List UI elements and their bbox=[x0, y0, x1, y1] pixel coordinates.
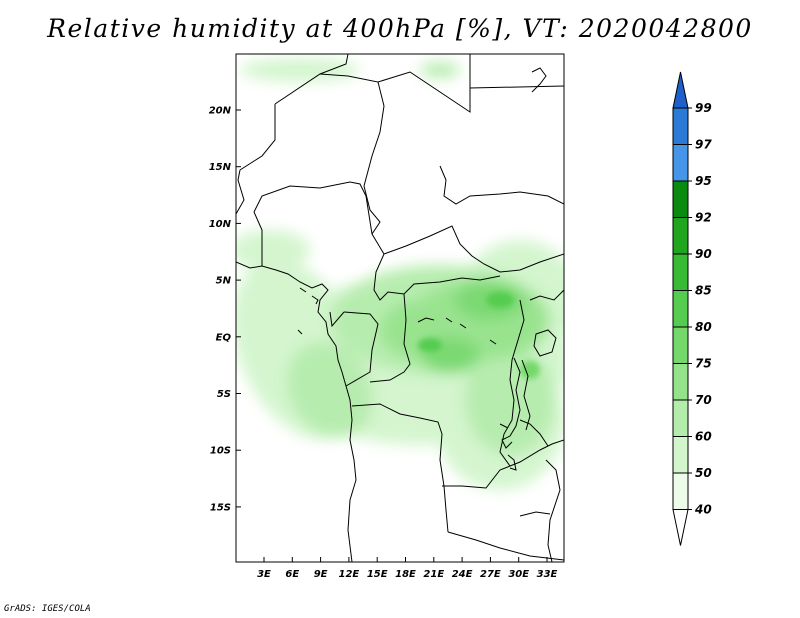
colorbar-swatch bbox=[672, 472, 689, 510]
colorbar-label: 97 bbox=[695, 138, 712, 152]
colorbar-swatch bbox=[672, 399, 689, 437]
lon-tick-label: 21E bbox=[423, 569, 444, 580]
map-borders bbox=[236, 54, 564, 562]
lon-tick-label: 27E bbox=[480, 569, 501, 580]
lat-tick-label: 5N bbox=[216, 276, 232, 287]
colorbar-label: 92 bbox=[695, 211, 712, 225]
lon-tick-label: 9E bbox=[314, 569, 328, 580]
latitude-axis: 20N 15N 10N 5N EQ 5S 10S 15S bbox=[209, 106, 241, 513]
longitude-axis: 3E 6E 9E 12E 15E 18E 21E 24E 27E 30E 33E bbox=[257, 557, 558, 580]
map-frame bbox=[235, 53, 565, 563]
lon-tick-label: 33E bbox=[537, 569, 558, 580]
colorbar-swatch bbox=[672, 326, 689, 364]
lat-tick-label: 10S bbox=[210, 446, 231, 457]
colorbar-swatch bbox=[672, 363, 689, 401]
lon-tick-label: 15E bbox=[367, 569, 388, 580]
lat-tick-label: EQ bbox=[216, 332, 232, 343]
colorbar-label: 99 bbox=[695, 101, 712, 115]
lat-tick-label: 15S bbox=[210, 502, 231, 513]
colorbar-swatch bbox=[672, 107, 689, 145]
lon-tick-label: 24E bbox=[452, 569, 473, 580]
colorbar-label: 80 bbox=[695, 320, 712, 334]
lat-tick-label: 5S bbox=[217, 389, 231, 400]
colorbar-label: 70 bbox=[695, 393, 712, 407]
colorbar-bottom-arrow bbox=[672, 509, 689, 546]
colorbar-label: 85 bbox=[695, 284, 712, 298]
colorbar-swatch bbox=[672, 217, 689, 255]
colorbar-swatch bbox=[672, 436, 689, 474]
grads-credit: GrADS: IGES/COLA bbox=[4, 604, 91, 614]
lon-tick-label: 3E bbox=[257, 569, 271, 580]
colorbar-label: 60 bbox=[695, 430, 712, 444]
colorbar-swatch bbox=[672, 290, 689, 328]
lat-tick-label: 10N bbox=[209, 219, 232, 230]
colorbar-swatch bbox=[672, 144, 689, 182]
colorbar-legend: 99 97 95 92 90 85 80 75 70 60 50 40 bbox=[672, 71, 712, 546]
colorbar-label: 95 bbox=[695, 174, 712, 188]
colorbar-swatch bbox=[672, 180, 689, 218]
colorbar-label: 40 bbox=[694, 503, 712, 517]
lat-tick-label: 15N bbox=[209, 162, 232, 173]
lat-tick-label: 20N bbox=[209, 106, 232, 117]
lon-tick-label: 6E bbox=[285, 569, 299, 580]
colorbar-label: 50 bbox=[695, 466, 712, 480]
colorbar-top-arrow bbox=[672, 71, 689, 109]
colorbar-swatch bbox=[672, 253, 689, 291]
map-title: Relative humidity at 400hPa [%], VT: 202… bbox=[47, 14, 753, 43]
humidity-field bbox=[236, 54, 564, 562]
lon-tick-label: 30E bbox=[508, 569, 529, 580]
lon-tick-label: 18E bbox=[395, 569, 416, 580]
colorbar-label: 90 bbox=[695, 247, 712, 261]
colorbar-label: 75 bbox=[695, 357, 712, 371]
lon-tick-label: 12E bbox=[339, 569, 360, 580]
